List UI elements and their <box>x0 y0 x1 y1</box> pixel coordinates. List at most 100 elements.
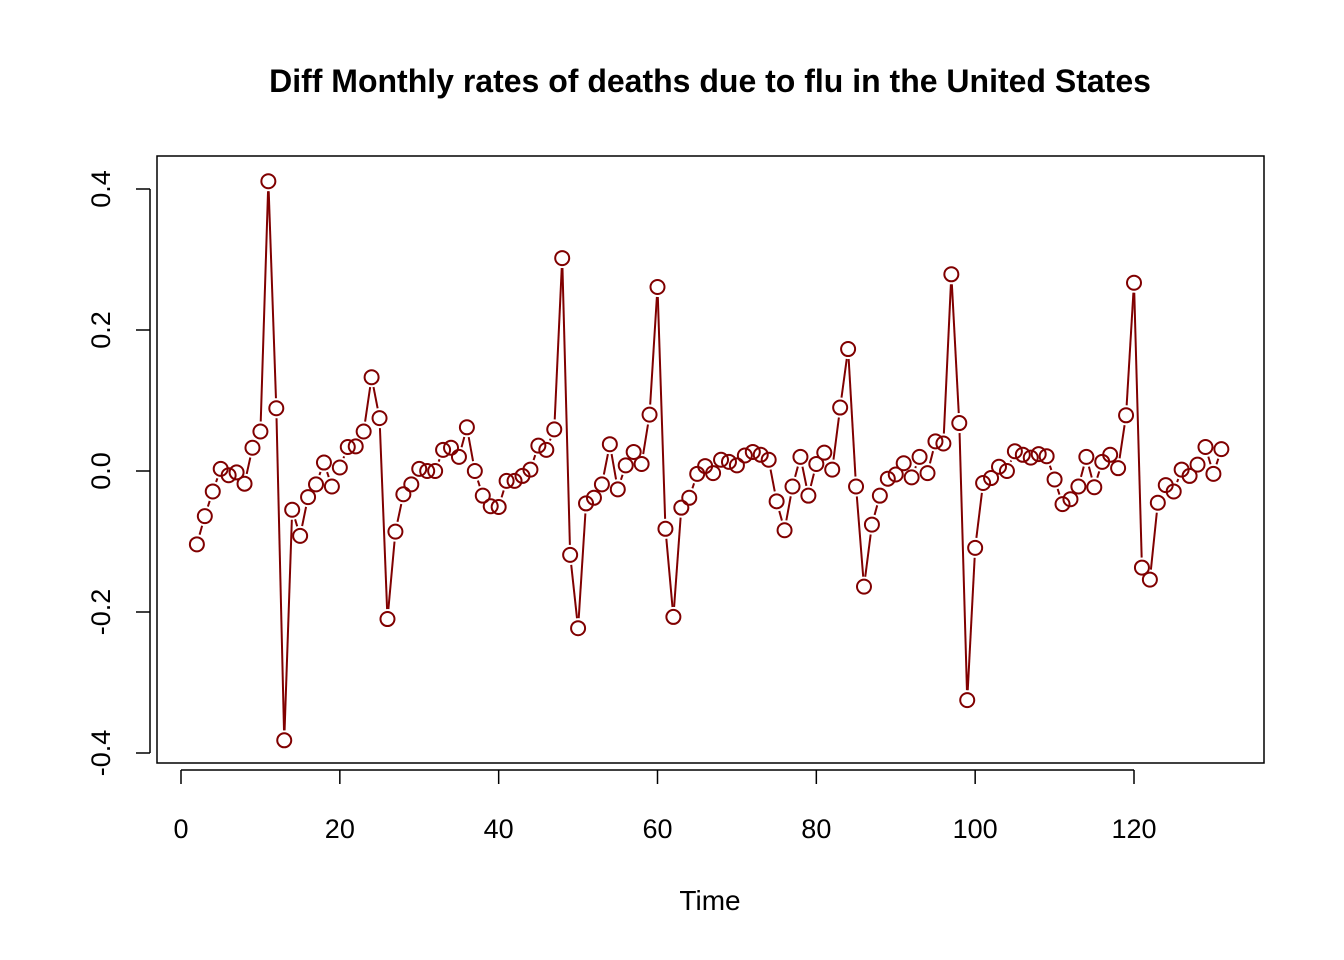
data-point <box>720 453 737 470</box>
line-segment <box>532 454 537 461</box>
line-segment <box>778 510 783 521</box>
data-point <box>315 454 332 471</box>
data-point <box>998 463 1015 479</box>
data-point <box>371 410 388 427</box>
data-point <box>331 459 348 476</box>
data-point <box>713 451 730 468</box>
line-segment <box>950 284 960 414</box>
data-point <box>443 439 460 456</box>
line-segment <box>561 268 571 545</box>
data-point <box>276 732 293 749</box>
data-point <box>1205 465 1222 482</box>
data-point <box>879 470 896 487</box>
line-segment <box>1048 465 1053 471</box>
data-point <box>601 436 618 453</box>
x-tick-label: 120 <box>1111 814 1156 844</box>
data-point <box>419 463 436 479</box>
line-segment <box>294 519 299 527</box>
data-point <box>871 487 888 504</box>
data-point <box>1086 479 1103 496</box>
line-segment <box>847 358 857 477</box>
data-point <box>308 476 325 493</box>
data-point <box>617 457 634 474</box>
data-point <box>1030 446 1047 463</box>
data-point <box>546 421 563 438</box>
data-point <box>752 446 769 463</box>
line-segment <box>794 466 799 478</box>
data-point <box>665 608 682 625</box>
line-segment <box>1118 425 1126 459</box>
data-point <box>593 476 610 493</box>
line-segment <box>387 541 396 610</box>
data-point <box>530 437 547 454</box>
data-point <box>895 455 912 472</box>
data-point <box>196 508 213 525</box>
data-point <box>768 493 785 510</box>
x-axis-label: Time <box>679 885 740 916</box>
data-point <box>260 173 277 190</box>
data-point <box>236 475 253 492</box>
data-point <box>228 464 245 481</box>
line-segment <box>801 466 808 487</box>
data-point <box>188 536 205 553</box>
data-point <box>863 516 880 533</box>
data-point <box>1165 483 1182 500</box>
data-point <box>284 501 301 518</box>
line-segment <box>1087 466 1093 478</box>
data-point <box>657 520 674 537</box>
data-point <box>323 478 340 495</box>
data-point <box>1181 467 1198 484</box>
data-point <box>633 455 650 472</box>
y-tick-label: -0.4 <box>86 730 116 777</box>
data-point <box>585 489 602 506</box>
x-tick-label: 60 <box>642 814 672 844</box>
line-segment <box>570 564 579 619</box>
data-point <box>300 489 317 506</box>
data-point <box>935 435 952 452</box>
data-point <box>1046 471 1063 488</box>
data-point <box>498 472 515 489</box>
data-point <box>1189 456 1206 473</box>
line-segment <box>769 469 776 492</box>
data-point <box>800 487 817 504</box>
line-segment <box>1056 488 1061 495</box>
data-point <box>244 439 261 456</box>
data-point <box>903 469 920 486</box>
line-segment <box>476 480 481 487</box>
plot-frame <box>156 155 1265 764</box>
data-point <box>1197 439 1214 456</box>
data-point <box>292 527 309 544</box>
data-point <box>1126 274 1142 291</box>
line-segment <box>396 503 403 523</box>
series-points <box>188 173 1230 749</box>
line-segment <box>864 534 872 577</box>
line-segment <box>549 438 552 441</box>
line-segment <box>1149 512 1158 570</box>
line-segment <box>832 417 840 460</box>
data-point <box>609 481 626 498</box>
line-segment <box>942 284 952 434</box>
line-segment <box>245 457 252 475</box>
x-tick-label: 100 <box>953 814 998 844</box>
line-segment <box>467 436 475 462</box>
line-segment <box>1096 471 1101 478</box>
line-segment <box>460 436 466 448</box>
data-point <box>379 611 396 628</box>
data-point <box>1078 448 1095 465</box>
data-point <box>911 448 928 465</box>
line-segment <box>642 424 649 455</box>
data-point <box>427 463 444 479</box>
line-segment <box>840 358 848 398</box>
data-point <box>363 369 380 386</box>
x-tick-label: 0 <box>173 814 188 844</box>
line-segment <box>372 386 379 409</box>
line-segment <box>809 473 815 487</box>
data-point <box>554 250 571 267</box>
line-segment <box>326 471 330 478</box>
data-point <box>784 478 801 495</box>
data-point <box>204 483 221 500</box>
line-segment <box>259 191 270 422</box>
data-point <box>959 692 976 709</box>
line-segment <box>619 474 624 481</box>
line-segment <box>665 538 674 608</box>
